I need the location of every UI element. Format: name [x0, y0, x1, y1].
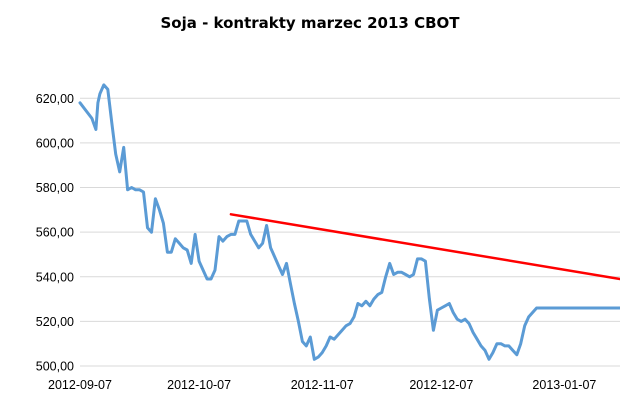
y-tick-label: 560,00: [36, 226, 74, 240]
y-tick-label: 500,00: [36, 360, 74, 374]
x-tick-labels: 2012-09-07 2012-10-07 2012-11-07 2012-12-07…: [48, 378, 596, 392]
y-tick-label: 600,00: [36, 136, 74, 150]
trend-line: [229, 213, 620, 281]
y-tick-label: 520,00: [36, 315, 74, 329]
y-tick-label: 620,00: [36, 92, 74, 106]
x-tick-label: 2012-12-07: [409, 378, 473, 392]
gridlines: [80, 97, 620, 367]
chart-title: Soja - kontrakty marzec 2013 CBOT: [160, 14, 460, 32]
y-tick-labels: 500,00 520,00 540,00 560,00 580,00 600,00 620,…: [36, 92, 74, 374]
x-tick-label: 2012-11-07: [291, 378, 354, 392]
x-tick-label: 2012-09-07: [48, 378, 112, 392]
y-tick-label: 540,00: [36, 270, 74, 284]
y-tick-label: 580,00: [36, 181, 74, 195]
series-lines: [78, 83, 620, 361]
x-tick-label: 2013-01-07: [532, 378, 596, 392]
x-tick-label: 2012-10-07: [167, 378, 231, 392]
price-series-line: [78, 83, 620, 361]
